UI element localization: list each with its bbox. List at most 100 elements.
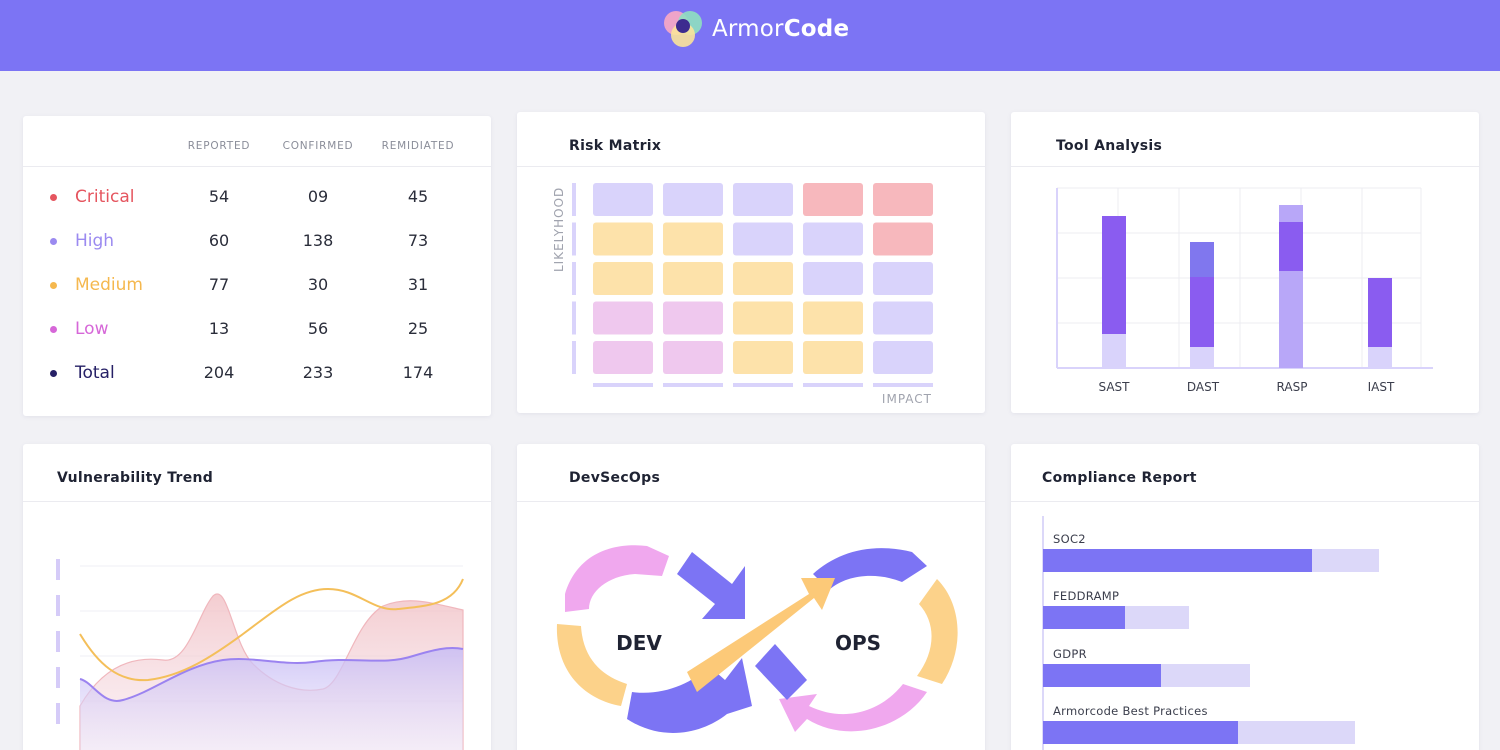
impact-axis-tick — [593, 383, 653, 387]
risk-cell[interactable] — [593, 341, 653, 374]
top-bar: ArmorCode — [0, 0, 1500, 71]
risk-cell[interactable] — [663, 262, 723, 295]
ops-top-arrow — [813, 548, 927, 590]
likelihood-axis-tick — [572, 262, 576, 295]
ops-right-arrow — [917, 579, 958, 684]
ops-bottom-arrow — [779, 684, 927, 732]
severity-value: 73 — [407, 231, 429, 250]
column-header-confirmed: CONFIRMED — [282, 140, 354, 152]
compliance-bar[interactable] — [1043, 721, 1355, 744]
trend-line-purple — [79, 646, 464, 702]
severity-dot — [50, 326, 57, 333]
likelihood-axis-tick — [572, 341, 576, 374]
risk-cell[interactable] — [873, 183, 933, 216]
severity-dot — [50, 238, 57, 245]
column-header-reported: REPORTED — [187, 140, 251, 152]
risk-cell[interactable] — [593, 301, 653, 335]
risk-cell[interactable] — [733, 222, 793, 256]
severity-summary-card: REPORTED CONFIRMED REMIDIATED Critical 54… — [23, 116, 491, 416]
compliance-report-divider — [1011, 501, 1479, 502]
risk-cell[interactable] — [593, 262, 653, 295]
likelihood-label: LIKELYHOOD — [552, 187, 566, 272]
ops-loop — [755, 548, 958, 732]
risk-cell[interactable] — [663, 301, 723, 335]
dev-loop — [556, 545, 752, 733]
risk-cell[interactable] — [803, 183, 863, 216]
risk-cell[interactable] — [873, 341, 933, 374]
ops-lower-left-arrow — [755, 644, 807, 700]
severity-label: High — [75, 231, 115, 251]
severity-row-medium[interactable]: Medium 77 30 31 — [23, 270, 491, 300]
compliance-bar[interactable] — [1043, 606, 1189, 629]
compliance-bar-fill — [1043, 721, 1238, 744]
severity-value: 25 — [407, 319, 429, 338]
risk-cell[interactable] — [593, 183, 653, 216]
severity-label: Medium — [75, 275, 143, 295]
devsecops-infinity-diagram: DEV OPS — [556, 545, 958, 733]
severity-row-high[interactable]: High 60 138 73 — [23, 226, 491, 256]
armorcode-logo[interactable]: ArmorCode — [660, 7, 849, 51]
dev-top-arrow — [565, 545, 669, 612]
trend-line-yellow — [79, 578, 464, 682]
dev-label: DEV — [616, 631, 662, 655]
severity-value: 09 — [307, 187, 329, 206]
risk-cell[interactable] — [593, 222, 653, 256]
risk-cell[interactable] — [733, 262, 793, 295]
bar-dast[interactable] — [1190, 242, 1214, 368]
risk-cell[interactable] — [733, 341, 793, 374]
compliance-report-title: Compliance Report — [1042, 470, 1197, 486]
severity-row-critical[interactable]: Critical 54 09 45 — [23, 182, 491, 212]
tool-analysis-divider — [1011, 166, 1479, 167]
compliance-bar-fill — [1043, 664, 1161, 687]
bar-sast[interactable] — [1102, 216, 1126, 368]
severity-dot — [50, 194, 57, 201]
risk-cell[interactable] — [803, 301, 863, 335]
compliance-bar-fill — [1043, 606, 1125, 629]
risk-cell[interactable] — [803, 222, 863, 256]
severity-row-total[interactable]: Total 204 233 174 — [23, 358, 491, 388]
severity-label: Low — [75, 319, 109, 339]
compliance-axis — [1042, 516, 1044, 750]
logo-icon — [664, 11, 702, 47]
severity-value: 45 — [407, 187, 429, 206]
vulnerability-trend-divider — [23, 501, 491, 502]
risk-cell[interactable] — [873, 222, 933, 256]
risk-cell[interactable] — [663, 341, 723, 374]
tool-category-labels: SAST DAST RASP IAST — [1099, 380, 1396, 394]
bar-rasp[interactable] — [1279, 205, 1303, 368]
risk-matrix-grid: LIKELYHOOD IMPACT — [552, 183, 933, 406]
compliance-bar[interactable] — [1043, 549, 1379, 572]
risk-cell[interactable] — [803, 262, 863, 295]
risk-cell[interactable] — [873, 262, 933, 295]
trend-area-purple — [80, 647, 463, 750]
vulnerability-trend-title: Vulnerability Trend — [57, 470, 214, 486]
severity-value: 13 — [208, 319, 230, 338]
ops-label: OPS — [835, 631, 881, 655]
dev-bottom-arrow — [627, 658, 752, 733]
tool-analysis-chart: SAST DAST RASP IAST — [1056, 187, 1433, 394]
center-cross-arrow — [687, 578, 835, 692]
severity-value: 54 — [208, 187, 230, 206]
bar-iast[interactable] — [1368, 278, 1392, 368]
likelihood-axis-tick — [572, 183, 576, 216]
tool-analysis-card: Tool Analysis — [1011, 112, 1479, 413]
risk-cell[interactable] — [733, 183, 793, 216]
tool-analysis-title: Tool Analysis — [1056, 138, 1163, 154]
risk-cell[interactable] — [803, 341, 863, 374]
risk-matrix-title: Risk Matrix — [569, 138, 662, 154]
risk-cell[interactable] — [663, 222, 723, 256]
severity-label: Critical — [75, 187, 135, 207]
severity-label: Total — [75, 363, 115, 383]
severity-value: 56 — [307, 319, 329, 338]
impact-axis-tick — [873, 383, 933, 387]
risk-cell[interactable] — [663, 183, 723, 216]
risk-cell[interactable] — [873, 301, 933, 335]
severity-row-low[interactable]: Low 13 56 25 — [23, 314, 491, 344]
severity-value: 60 — [208, 231, 230, 250]
severity-value: 30 — [307, 275, 329, 294]
risk-cell[interactable] — [733, 301, 793, 335]
impact-axis-tick — [803, 383, 863, 387]
compliance-bar[interactable] — [1043, 664, 1250, 687]
severity-value: 233 — [302, 363, 334, 382]
devsecops-card: DevSecOps DEV OPS — [517, 444, 985, 750]
